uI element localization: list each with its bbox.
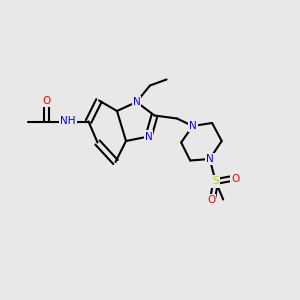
Text: NH: NH (60, 116, 76, 127)
Text: O: O (231, 173, 239, 184)
Text: N: N (145, 131, 152, 142)
Text: N: N (206, 154, 214, 164)
Text: O: O (207, 195, 215, 206)
Text: S: S (212, 176, 219, 187)
Text: O: O (42, 95, 51, 106)
Text: N: N (133, 97, 140, 107)
Text: N: N (189, 121, 196, 131)
